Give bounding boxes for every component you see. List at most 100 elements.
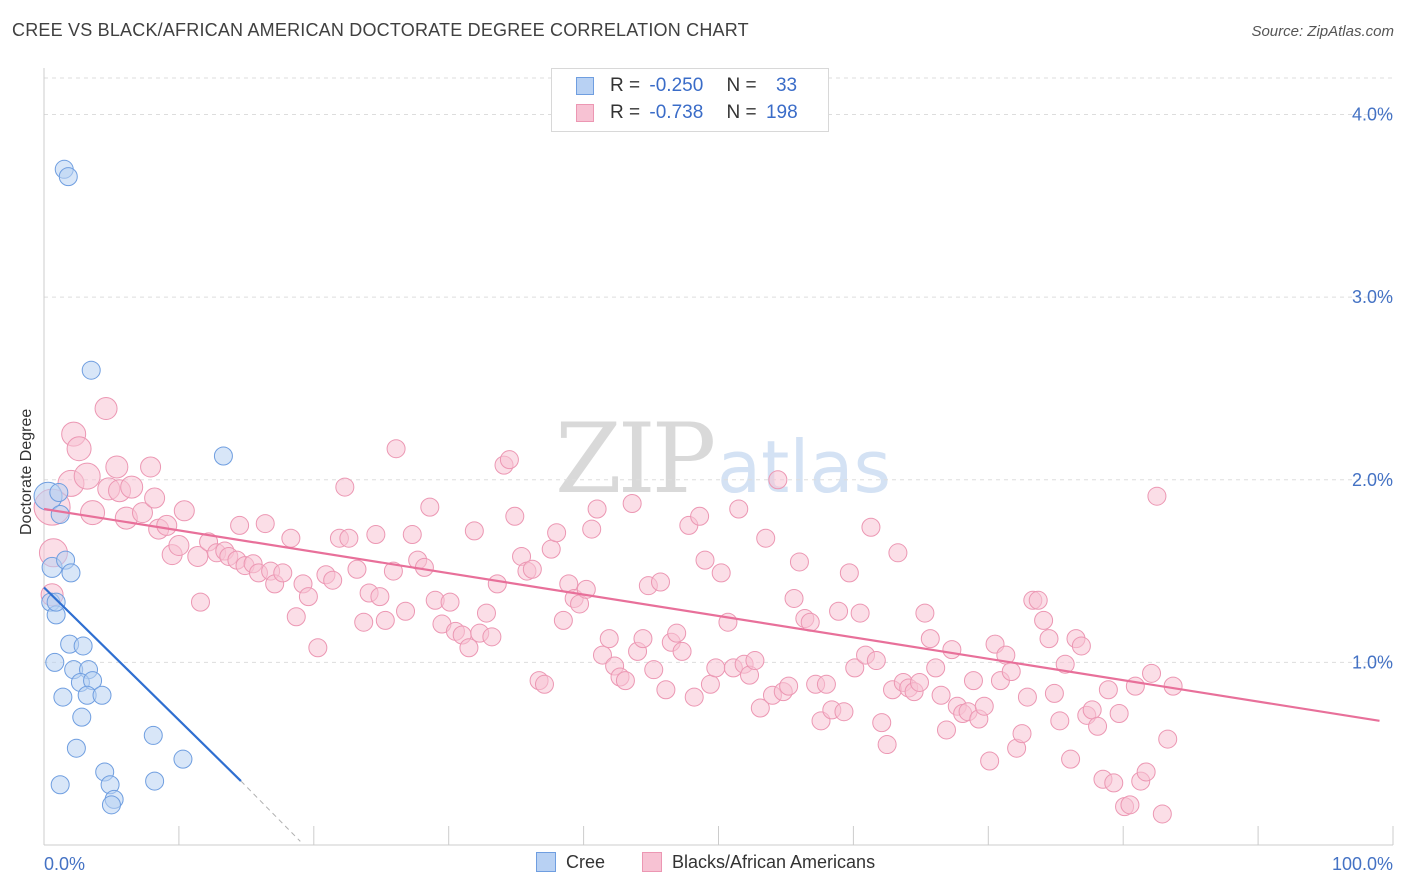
black-point <box>370 587 390 607</box>
black-point <box>963 671 983 691</box>
black-point <box>1071 636 1091 656</box>
black-point <box>622 494 642 514</box>
black-point <box>66 436 92 462</box>
cree-point <box>72 707 92 727</box>
cree-r-label: R = <box>610 75 641 96</box>
source-label: Source: ZipAtlas.com <box>1251 23 1394 40</box>
black-point <box>582 519 602 539</box>
black-series-points <box>33 397 1183 824</box>
black-point <box>281 528 301 548</box>
black-point <box>1055 654 1075 674</box>
cree-n-value: 33 <box>775 75 798 96</box>
black-point <box>168 535 190 557</box>
cree-point <box>46 592 66 612</box>
black-point <box>1050 711 1070 731</box>
black-point <box>615 671 635 691</box>
cree-point <box>50 504 70 524</box>
cree-point <box>92 685 112 705</box>
black-point <box>936 720 956 740</box>
cree-point <box>173 749 193 769</box>
black-point <box>541 539 561 559</box>
black-point <box>1152 804 1172 824</box>
bottom-legend-cree: Cree <box>536 852 605 873</box>
cree-point <box>58 167 78 187</box>
cree-point <box>66 738 86 758</box>
black-point <box>255 514 275 534</box>
black-point <box>980 751 1000 771</box>
black-swatch <box>576 104 594 122</box>
black-point <box>140 456 162 478</box>
black-point <box>173 500 195 522</box>
black-point <box>910 672 930 692</box>
black-point <box>599 629 619 649</box>
cree-point <box>145 771 165 791</box>
black-point <box>120 475 144 499</box>
black-point <box>1136 762 1156 782</box>
black-point <box>1034 610 1054 630</box>
black-point <box>347 559 367 579</box>
black-n-value: 198 <box>765 102 798 123</box>
black-point <box>920 629 940 649</box>
black-point <box>850 603 870 623</box>
black-point <box>926 658 946 678</box>
bottom-black-label: Blacks/African Americans <box>672 852 876 872</box>
black-point <box>482 627 502 647</box>
bottom-cree-swatch <box>536 852 556 872</box>
black-r-label: R = <box>610 102 641 123</box>
black-point <box>706 658 726 678</box>
x-tick-label-max: 100.0% <box>1332 854 1393 874</box>
black-point <box>587 499 607 519</box>
axes <box>43 68 1394 846</box>
black-point <box>1158 729 1178 749</box>
black-point <box>942 640 962 660</box>
black-point <box>888 543 908 563</box>
black-point <box>323 570 343 590</box>
black-point <box>877 735 897 755</box>
cree-r-value: -0.250 <box>649 75 704 96</box>
black-point <box>298 587 318 607</box>
black-point <box>190 592 210 612</box>
cree-point <box>53 687 73 707</box>
bottom-black-swatch <box>642 852 662 872</box>
black-point <box>553 610 573 630</box>
black-point <box>784 588 804 608</box>
black-point <box>1061 749 1081 769</box>
black-point <box>656 680 676 700</box>
black-point <box>420 497 440 517</box>
cree-point <box>213 446 233 466</box>
cree-point <box>61 563 81 583</box>
black-point <box>684 687 704 707</box>
cree-point <box>45 652 65 672</box>
black-point <box>779 676 799 696</box>
y-axis-label: Doctorate Degree <box>18 408 35 535</box>
black-point <box>592 645 612 665</box>
black-point <box>1120 795 1140 815</box>
black-point <box>789 552 809 572</box>
black-point <box>547 523 567 543</box>
black-point <box>1012 724 1032 744</box>
black-point <box>866 651 886 671</box>
y-tick-label: 1.0% <box>1352 652 1393 672</box>
black-point <box>672 641 692 661</box>
black-point <box>931 685 951 705</box>
black-point <box>745 651 765 671</box>
cree-trend-extension <box>240 780 301 842</box>
black-point <box>872 713 892 733</box>
black-point <box>1098 680 1118 700</box>
black-n-label: N = <box>726 102 757 123</box>
black-point <box>1001 662 1021 682</box>
black-point <box>499 450 519 470</box>
watermark: ZIP atlas <box>555 403 891 515</box>
black-point <box>1044 683 1064 703</box>
black-point <box>1104 773 1124 793</box>
black-point <box>73 462 101 490</box>
black-point <box>667 623 687 643</box>
black-point <box>94 397 118 421</box>
black-point <box>522 559 542 579</box>
black-point <box>829 601 849 621</box>
black-point <box>156 514 178 536</box>
black-point <box>375 610 395 630</box>
cree-point <box>101 795 121 815</box>
black-point <box>105 455 129 479</box>
black-trend-line <box>43 507 1380 722</box>
